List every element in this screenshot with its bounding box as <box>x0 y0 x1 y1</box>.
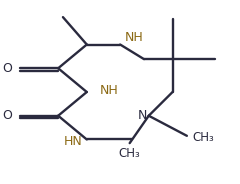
Text: NH: NH <box>100 84 119 97</box>
Text: HN: HN <box>63 135 82 148</box>
Text: NH: NH <box>125 31 144 44</box>
Text: CH₃: CH₃ <box>193 131 215 144</box>
Text: O: O <box>2 109 12 122</box>
Text: CH₃: CH₃ <box>119 147 141 160</box>
Text: N: N <box>138 109 147 122</box>
Text: O: O <box>2 62 12 75</box>
